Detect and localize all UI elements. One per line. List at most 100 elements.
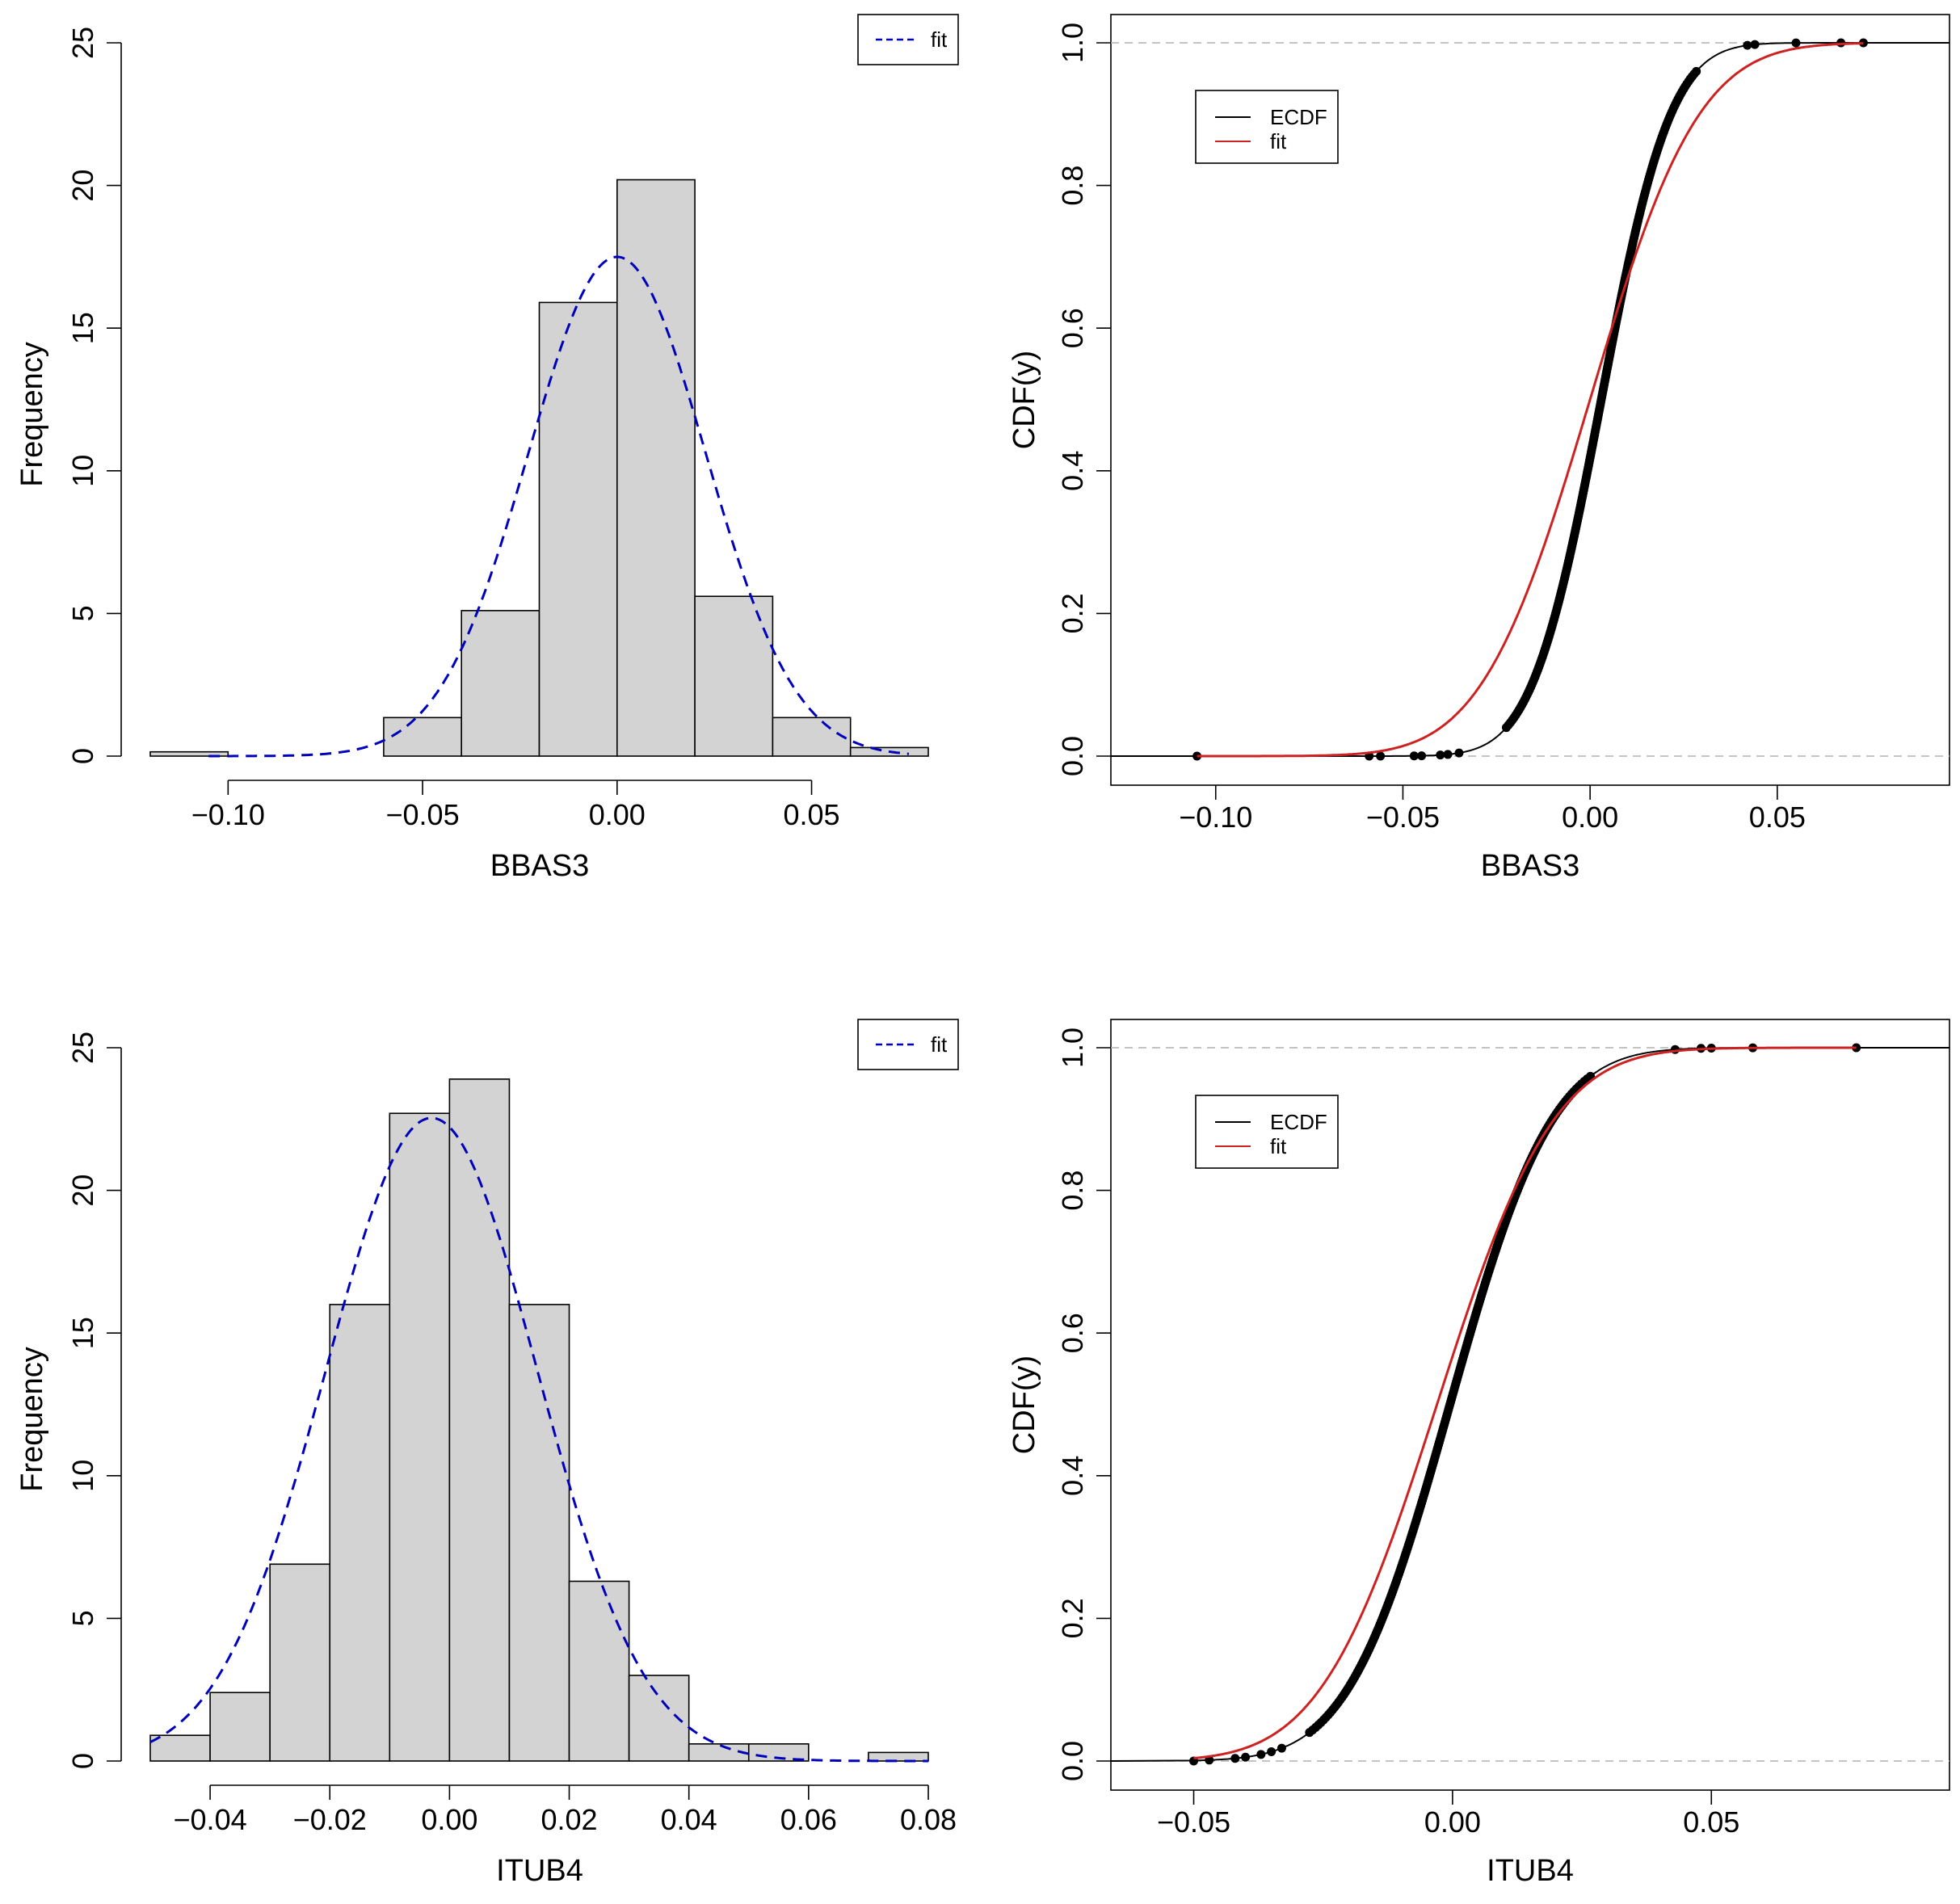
ecdf-points: [1192, 38, 1868, 761]
y-tick-label: 10: [66, 455, 99, 487]
x-axis-label: ITUB4: [496, 1854, 583, 1888]
legend-box: [1195, 90, 1339, 164]
x-axis-label: BBAS3: [490, 849, 590, 883]
ecdf-point: [1267, 1747, 1277, 1757]
ecdf-point: [1454, 748, 1464, 758]
y-tick-label: 0.6: [1056, 308, 1089, 348]
legend-fit-label: fit: [1270, 1134, 1287, 1158]
histogram-bar: [616, 179, 696, 757]
histogram-bar: [448, 1078, 511, 1762]
histogram-bar: [149, 750, 229, 757]
histogram-bar: [383, 717, 462, 757]
ecdf-point: [1692, 66, 1701, 76]
x-tick-label: 0.02: [540, 1803, 597, 1836]
x-tick-label: 0.04: [661, 1803, 717, 1836]
histogram-bar: [209, 1692, 271, 1762]
ecdf-point: [1409, 751, 1419, 761]
y-tick-label: 15: [66, 312, 99, 344]
legend: fit: [857, 1019, 959, 1070]
x-tick-label: −0.05: [1157, 1805, 1230, 1839]
histogram-bar: [568, 1580, 630, 1762]
plot-frame: [1110, 14, 1950, 786]
y-tick-label: 0.4: [1056, 451, 1089, 491]
x-tick-label: −0.10: [1179, 801, 1252, 834]
y-tick-label: 20: [66, 170, 99, 202]
y-tick-label: 5: [66, 1610, 99, 1626]
ecdf-point: [1376, 751, 1386, 761]
y-tick-label: 0.6: [1056, 1313, 1089, 1353]
histogram-bar: [628, 1675, 690, 1762]
y-tick-label: 0.0: [1056, 1741, 1089, 1781]
histogram-bar: [868, 1751, 929, 1762]
legend-fit-label: fit: [931, 1032, 948, 1057]
fit-cdf-curve: [1197, 42, 1864, 758]
ecdf-plot-bbas3: 0.0 0.2 0.4 0.6 0.8 1.0 −0.10 −0.05 0.00 0.05 BBAS…: [1007, 14, 1950, 883]
ecdf-point: [1192, 751, 1202, 761]
histogram-bar: [269, 1563, 331, 1762]
x-tick-label: 0.05: [784, 798, 840, 831]
legend-fit-label: fit: [1270, 129, 1287, 153]
y-tick-label: 0.2: [1056, 593, 1089, 633]
histogram-bar: [149, 1734, 211, 1762]
fit-density-curve: [149, 1116, 928, 1763]
histogram-itub4: 0 5 10 15 20 25 −0.04 −0.02 0.00 0.02 0.04 0.06 0.08…: [15, 1019, 959, 1888]
y-tick-label: 0.0: [1056, 736, 1089, 776]
y-tick-label: 25: [66, 1032, 99, 1064]
plot-frame: [1110, 1019, 1950, 1791]
histogram-bar: [389, 1112, 451, 1762]
legend-ecdf-label: ECDF: [1270, 1110, 1327, 1134]
x-tick-label: 0.00: [1424, 1805, 1481, 1839]
x-tick-label: 0.00: [421, 1803, 477, 1836]
x-tick-label: 0.08: [900, 1803, 957, 1836]
legend-fit-label: fit: [931, 27, 948, 52]
x-tick-label: 0.05: [1749, 801, 1806, 834]
ecdf-plot-itub4: 0.0 0.2 0.4 0.6 0.8 1.0 −0.05 0.00 0.05 ITUB4 CDF(…: [1007, 1019, 1950, 1888]
x-tick-label: −0.04: [174, 1803, 247, 1836]
x-axis-label: BBAS3: [1481, 849, 1580, 883]
x-tick-label: −0.05: [1366, 801, 1440, 834]
histogram-bar: [772, 717, 852, 757]
x-tick-label: 0.00: [589, 798, 646, 831]
histogram-bar: [329, 1304, 391, 1762]
ecdf-point: [1230, 1754, 1240, 1763]
x-axis-label: ITUB4: [1487, 1854, 1574, 1888]
x-tick-label: −0.02: [293, 1803, 367, 1836]
y-tick-label: 5: [66, 605, 99, 621]
y-tick-label: 0.2: [1056, 1598, 1089, 1638]
ecdf-point: [1417, 751, 1427, 761]
y-axis-label: Frequency: [15, 1347, 49, 1492]
x-tick-label: 0.00: [1562, 801, 1618, 834]
y-axis-label: CDF(y): [1007, 1355, 1041, 1454]
y-tick-label: 0: [66, 748, 99, 764]
y-axis-label: Frequency: [15, 342, 49, 487]
fit-cdf-curve: [1193, 1046, 1857, 1759]
histogram-bar: [694, 595, 774, 757]
histogram-bbas3: 0 5 10 15 20 25 −0.10 −0.05 0.00 0.05 BBAS3 Frequen…: [15, 14, 959, 883]
histogram-bar: [538, 301, 618, 757]
y-tick-label: 0.8: [1056, 1171, 1089, 1211]
fit-density-curve: [208, 255, 909, 758]
legend: fit: [857, 14, 959, 65]
y-tick-label: 0.8: [1056, 166, 1089, 206]
y-tick-label: 1.0: [1056, 1028, 1089, 1068]
ecdf-point: [1743, 40, 1752, 50]
legend-ecdf-label: ECDF: [1270, 105, 1327, 129]
ecdf-point: [1443, 750, 1453, 759]
ecdf-point: [1436, 750, 1445, 760]
x-tick-label: −0.05: [386, 798, 460, 831]
histogram-bar: [461, 610, 540, 757]
y-axis-label: CDF(y): [1007, 351, 1041, 449]
ecdf-point: [1750, 40, 1760, 49]
y-tick-label: 15: [66, 1317, 99, 1349]
y-tick-label: 0.4: [1056, 1456, 1089, 1496]
x-tick-label: −0.10: [191, 798, 265, 831]
y-tick-label: 0: [66, 1753, 99, 1769]
y-tick-label: 20: [66, 1175, 99, 1207]
x-tick-label: 0.05: [1683, 1805, 1739, 1839]
ecdf-point: [1277, 1743, 1286, 1753]
y-tick-label: 10: [66, 1460, 99, 1492]
y-tick-label: 1.0: [1056, 23, 1089, 63]
